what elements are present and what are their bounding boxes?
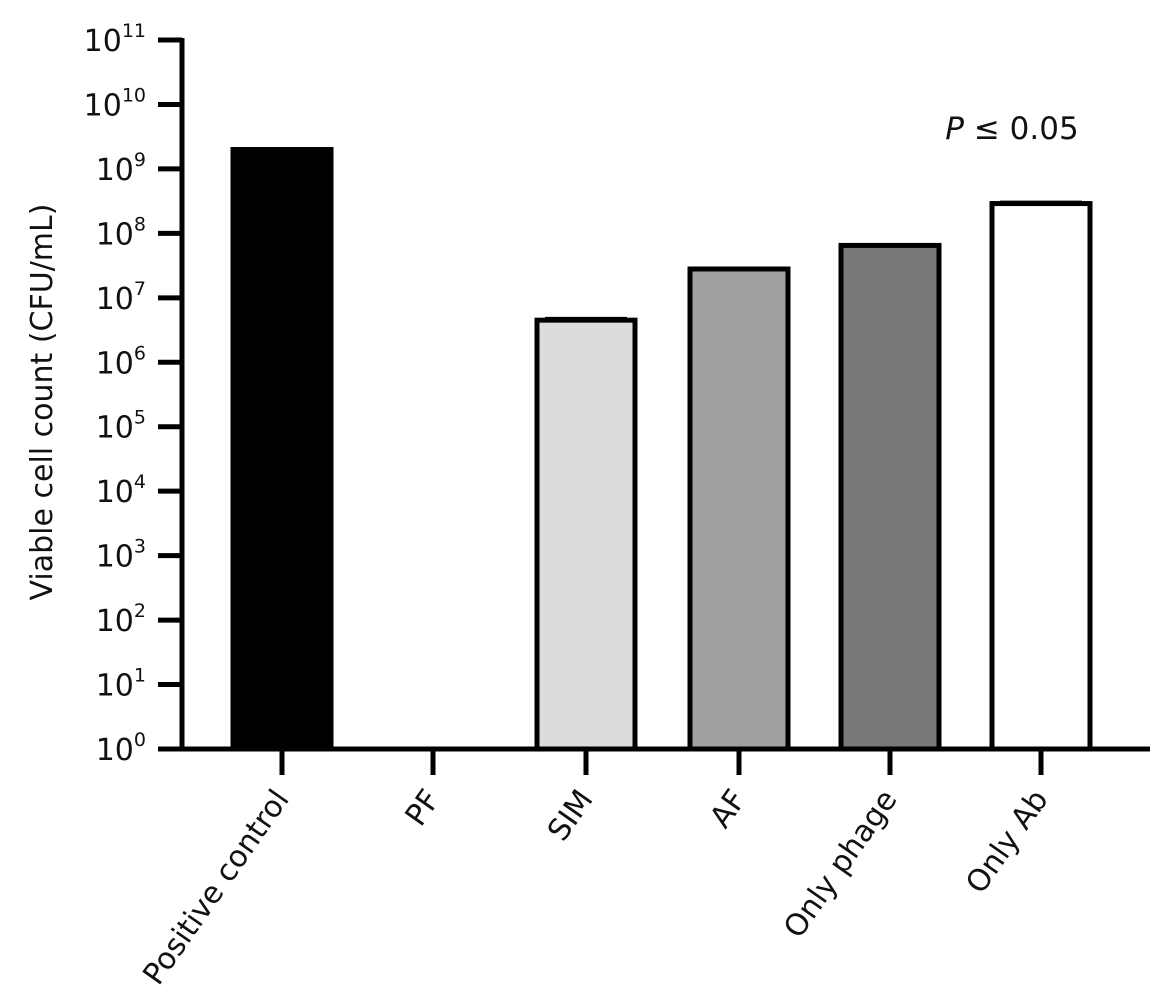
y-tick-label: 103	[96, 536, 146, 575]
bar-only-phage	[838, 242, 942, 752]
bar-af	[687, 266, 791, 752]
y-tick-exponent: 1	[134, 665, 146, 687]
y-axis-title: Viable cell count (CFU/mL)	[25, 204, 60, 601]
y-tick-label: 1010	[84, 84, 146, 123]
x-tick-label: Positive control	[136, 784, 296, 992]
y-tick-exponent: 0	[134, 729, 146, 751]
y-tick-exponent: 5	[134, 407, 146, 429]
axes-layer	[179, 38, 1150, 752]
y-tick-exponent: 10	[122, 84, 146, 106]
significance-annotation: P ≤ 0.05	[945, 111, 1078, 147]
y-tick-base: 10	[96, 540, 134, 575]
annotation-p-symbol: P	[945, 111, 964, 147]
y-tick-exponent: 8	[134, 213, 146, 235]
y-tick-base: 10	[96, 669, 134, 704]
y-tick-label: 104	[96, 471, 146, 510]
y-tick-label: 100	[96, 729, 146, 768]
y-tick-base: 10	[96, 153, 134, 188]
y-tick-label: 109	[96, 149, 146, 188]
y-tick-exponent: 9	[134, 149, 146, 171]
y-tick-base: 10	[96, 346, 134, 381]
x-tick-label: PF	[399, 784, 448, 833]
x-tick-label: AF	[703, 784, 753, 835]
y-tick-base: 10	[96, 411, 134, 446]
y-tick-base: 10	[96, 733, 134, 768]
annotation-threshold: ≤ 0.05	[964, 111, 1079, 147]
y-tick-base: 10	[84, 88, 122, 123]
y-tick-label: 1011	[84, 20, 146, 59]
y-tick-base: 10	[96, 475, 134, 510]
y-tick-label: 105	[96, 407, 146, 446]
y-tick-label: 107	[96, 278, 146, 317]
y-tick-label: 108	[96, 213, 146, 252]
y-tick-base: 10	[96, 282, 134, 317]
y-tick-exponent: 6	[134, 342, 146, 364]
y-tick-label: 102	[96, 600, 146, 639]
y-tick-base: 10	[96, 217, 134, 252]
bars-layer	[230, 147, 1093, 752]
y-tick-exponent: 2	[134, 600, 146, 622]
y-tick-base: 10	[96, 604, 134, 639]
y-tick-exponent: 3	[134, 536, 146, 558]
bar-only-ab	[989, 201, 1093, 752]
y-tick-base: 10	[84, 24, 122, 59]
x-tick-label: Only Ab	[959, 784, 1055, 901]
y-tick-exponent: 7	[134, 278, 146, 300]
y-tick-label: 101	[96, 665, 146, 704]
y-tick-label: 106	[96, 342, 146, 381]
y-tick-exponent: 11	[122, 20, 146, 42]
x-ticks-layer: Positive control PF SIM AF Only phage Only Ab	[136, 749, 1056, 992]
x-tick-label: Only phage	[777, 784, 904, 945]
bar-sim	[534, 317, 638, 752]
error-bars-layer	[545, 200, 1082, 321]
y-tick-exponent: 4	[134, 471, 146, 493]
x-tick-label: SIM	[541, 784, 601, 848]
bar-positive-control	[230, 147, 334, 752]
